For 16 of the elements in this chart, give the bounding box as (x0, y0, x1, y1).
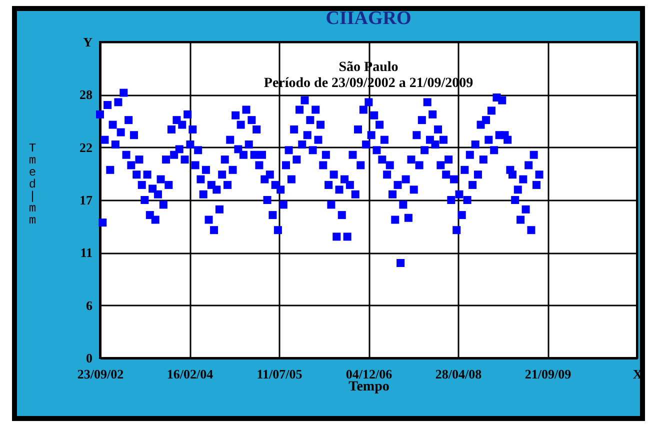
y-tick-label: 17 (80, 192, 93, 208)
chart-title: CIIAGRO (326, 8, 412, 29)
y-tick-label: 0 (86, 350, 92, 366)
y-axis-title: Tmed | mm (28, 142, 36, 228)
y-tick-label: 6 (86, 298, 93, 313)
x-tick-label: 21/09/09 (524, 366, 572, 382)
y-tick-label: 22 (80, 140, 92, 155)
x-tick-label: 11/07/05 (256, 366, 303, 382)
y-tick-label: 11 (80, 245, 92, 260)
y-tick-label: 28 (80, 87, 93, 102)
x-tick-label: 16/02/04 (166, 366, 214, 382)
y-tick-label: Y (83, 34, 94, 50)
x-tick-label: 04/12/06 (346, 366, 393, 382)
x-tick-label: 28/04/08 (435, 366, 482, 382)
x-tick-label: 23/09/02 (77, 366, 124, 382)
x-axis-title: Tempo (348, 380, 390, 394)
